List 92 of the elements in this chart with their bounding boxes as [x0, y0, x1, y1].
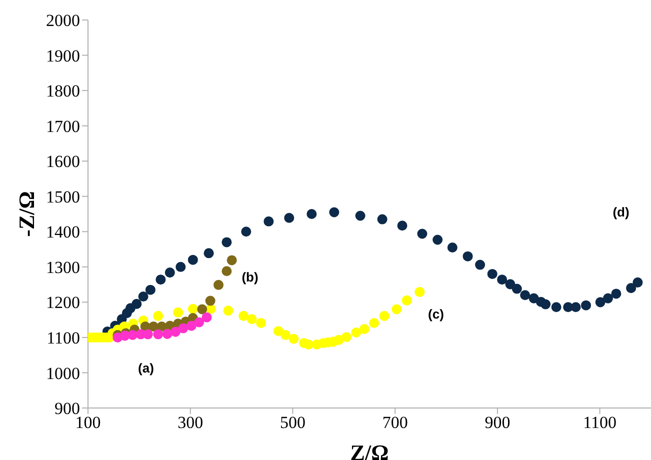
- point: [402, 295, 412, 306]
- annotation: (d): [612, 204, 630, 220]
- point: [417, 228, 428, 239]
- point: [580, 300, 592, 310]
- point: [280, 330, 291, 340]
- point: [334, 334, 344, 345]
- point: [178, 323, 188, 334]
- point: [222, 237, 232, 248]
- point: [214, 280, 224, 290]
- point: [355, 210, 366, 221]
- annotation: (b): [242, 269, 258, 284]
- point: [570, 302, 581, 312]
- point: [197, 304, 208, 314]
- x-tick-label: 1100: [583, 413, 617, 432]
- point: [170, 326, 181, 337]
- point: [304, 340, 314, 350]
- x-tick-label: 900: [484, 413, 510, 432]
- point: [246, 314, 257, 324]
- point: [341, 332, 352, 342]
- point: [138, 292, 148, 302]
- annotation: (c): [428, 306, 444, 322]
- point: [173, 307, 184, 318]
- point: [632, 277, 643, 288]
- point: [497, 274, 508, 285]
- point: [186, 320, 196, 331]
- point: [432, 234, 443, 245]
- point: [414, 286, 425, 297]
- point: [626, 283, 636, 294]
- point: [194, 317, 204, 328]
- y-tick-label: 1300: [46, 258, 80, 277]
- point: [226, 255, 237, 266]
- point: [540, 299, 551, 310]
- point: [359, 324, 370, 334]
- point: [462, 251, 473, 262]
- point: [205, 296, 216, 306]
- point: [223, 306, 234, 316]
- y-tick-label: 1000: [46, 364, 80, 383]
- point: [512, 284, 522, 294]
- x-tick-label: 500: [280, 413, 306, 432]
- point: [238, 310, 249, 321]
- point: [264, 216, 274, 226]
- y-tick-label: 1200: [46, 293, 80, 312]
- point: [475, 260, 486, 270]
- point: [153, 329, 164, 340]
- point: [156, 274, 166, 285]
- point: [369, 318, 380, 328]
- point: [132, 298, 142, 309]
- point: [520, 290, 530, 300]
- point: [284, 212, 294, 223]
- point: [176, 262, 186, 272]
- point: [188, 254, 198, 265]
- point: [611, 288, 622, 299]
- point: [602, 293, 614, 304]
- point: [397, 220, 408, 231]
- point: [551, 302, 562, 312]
- y-axis-title: -Z/Ω: [14, 191, 39, 237]
- y-tick-label: 1100: [46, 328, 80, 348]
- y-tick-label: 1700: [46, 116, 80, 136]
- point: [377, 214, 388, 224]
- point: [202, 312, 212, 322]
- x-tick-label: 700: [382, 413, 408, 432]
- point: [241, 226, 252, 237]
- point: [351, 328, 362, 338]
- point: [142, 329, 153, 340]
- y-tick-label: 1600: [46, 152, 80, 172]
- point: [379, 310, 390, 321]
- point: [329, 207, 340, 218]
- point: [145, 284, 156, 295]
- point: [222, 266, 232, 276]
- point: [487, 268, 498, 279]
- point: [188, 304, 198, 314]
- point: [392, 304, 402, 314]
- point: [204, 248, 214, 258]
- point: [256, 318, 266, 328]
- point: [273, 326, 284, 336]
- y-tick-label: 1400: [46, 222, 80, 242]
- annotation: (a): [138, 360, 154, 376]
- point: [288, 334, 299, 344]
- y-tick-label: 2000: [46, 11, 80, 30]
- y-tick-label: 1500: [46, 187, 80, 206]
- point: [447, 242, 458, 253]
- y-tick-label: 1900: [46, 46, 80, 66]
- point: [162, 328, 172, 339]
- point: [306, 208, 317, 220]
- point: [595, 297, 606, 308]
- point: [128, 330, 138, 340]
- y-tick-label: 1800: [46, 82, 80, 101]
- point: [164, 268, 175, 278]
- point: [153, 310, 164, 321]
- point: [505, 279, 516, 290]
- x-tick-label: 300: [178, 413, 204, 432]
- x-axis-title: Z/Ω: [350, 440, 389, 460]
